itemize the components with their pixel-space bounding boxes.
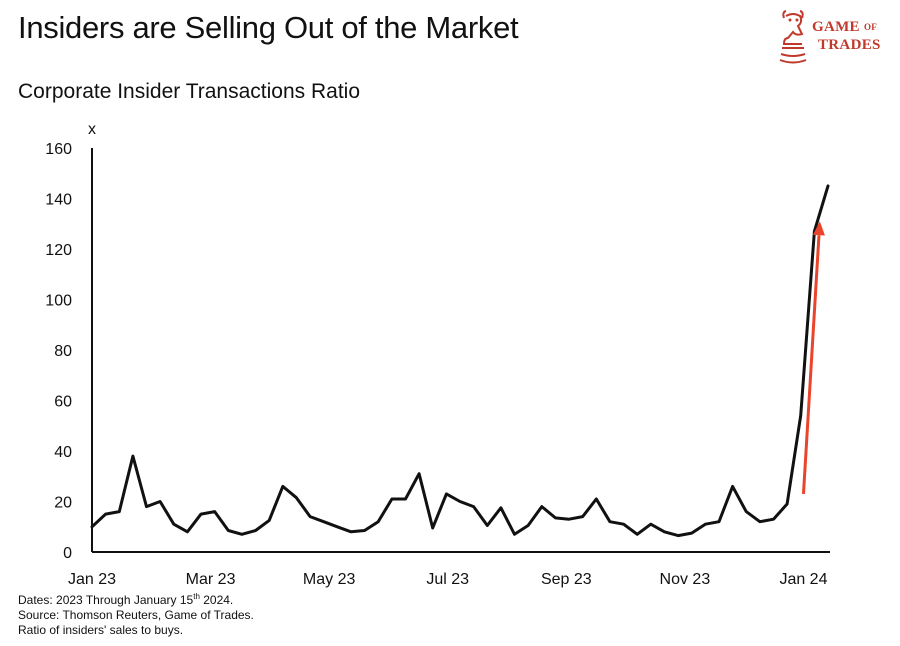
x-tick-label: May 23 (303, 571, 356, 588)
note-dates: Dates: 2023 Through January 15th 2024. (18, 592, 234, 607)
logo-wordmark: Game of Trades (812, 18, 881, 54)
y-tick-label: 160 (45, 141, 72, 158)
x-tick-label: Jan 23 (68, 571, 116, 588)
y-tick-label: 20 (54, 495, 72, 512)
y-tick-label: 80 (54, 343, 72, 360)
bull-chess-knight-icon (779, 10, 807, 64)
x-tick-label: Jul 23 (426, 571, 469, 588)
y-tick-label: 100 (45, 293, 72, 310)
logo-word-trades: Trades (818, 37, 881, 53)
x-tick-label: Mar 23 (186, 571, 236, 588)
y-tick-label: 40 (54, 444, 72, 461)
logo-word-game: Game (812, 19, 860, 35)
page-title: Insiders are Selling Out of the Market (18, 10, 519, 45)
note-definition: Ratio of insiders' sales to buys. (18, 623, 184, 637)
x-tick-label: Sep 23 (541, 571, 592, 588)
y-tick-label: 140 (45, 192, 72, 209)
x-tick-label: Nov 23 (660, 571, 711, 588)
y-axis-label: x (88, 121, 96, 138)
y-tick-label: 60 (54, 394, 72, 411)
trend-arrow-shaft (801, 235, 821, 495)
x-tick-label: Jan 24 (779, 571, 827, 588)
chart-subtitle: Corporate Insider Transactions Ratio (18, 80, 360, 103)
y-tick-label: 0 (63, 545, 72, 562)
logo-word-of: of (863, 22, 878, 32)
trend-arrow-head (812, 221, 825, 236)
note-source: Source: Thomson Reuters, Game of Trades. (18, 608, 254, 622)
game-of-trades-logo: Game of Trades (776, 6, 888, 68)
y-tick-label: 120 (45, 242, 72, 259)
chart-notes: Dates: 2023 Through January 15th 2024. S… (18, 589, 254, 638)
series-line (90, 184, 830, 538)
